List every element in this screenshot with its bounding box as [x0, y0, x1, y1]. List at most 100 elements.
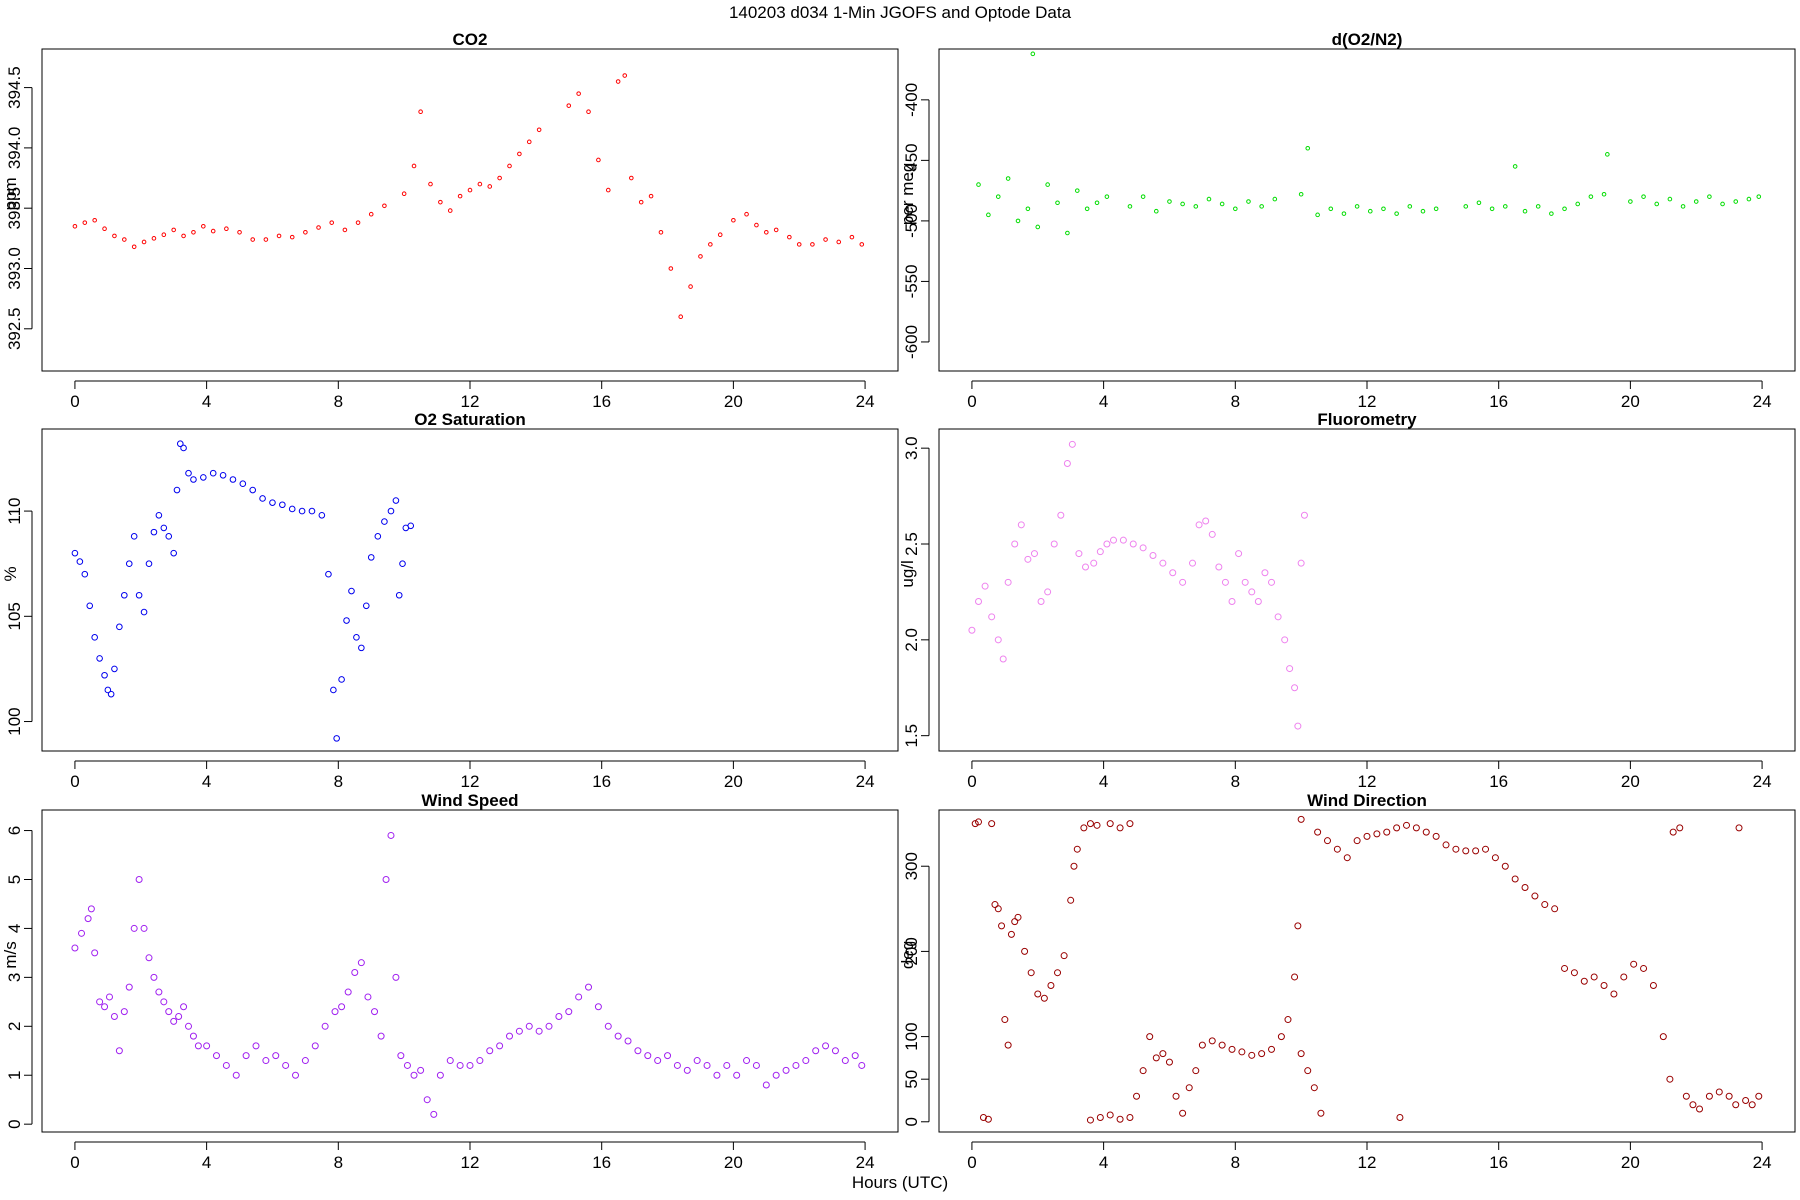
do2n2-data-point	[1104, 194, 1110, 199]
fluorometry-x-tick-label: 8	[1231, 772, 1240, 791]
wind-direction-data-point	[1689, 1101, 1697, 1109]
wind-direction-data-point	[1725, 1092, 1733, 1100]
wind-speed-data-point	[466, 1061, 474, 1069]
o2-saturation-data-point	[298, 507, 306, 515]
o2-saturation-data-point	[160, 524, 168, 532]
fluorometry-data-point	[1281, 636, 1289, 644]
o2-saturation-data-point	[155, 511, 163, 519]
co2-data-point	[382, 203, 387, 209]
wind-direction-data-point	[1310, 1084, 1318, 1092]
wind-speed-data-point	[382, 875, 390, 883]
fluorometry-y-tick-label: 2.0	[902, 628, 921, 652]
wind-direction-data-point	[1541, 901, 1549, 909]
wind-direction-x-tick-label: 0	[967, 1153, 976, 1172]
do2n2-data-point	[1535, 204, 1541, 209]
wind-direction-data-point	[1159, 1050, 1167, 1058]
wind-speed-data-point	[84, 915, 92, 923]
wind-speed-y-tick-label: 0	[5, 1119, 24, 1128]
wind-speed-data-point	[232, 1071, 240, 1079]
wind-speed-data-point	[851, 1052, 859, 1060]
co2-data-point	[517, 151, 522, 157]
fluorometry-data-point	[1208, 530, 1216, 538]
do2n2-data-point	[1354, 204, 1360, 209]
wind-direction-data-point	[979, 1114, 987, 1122]
co2-data-point	[596, 157, 601, 163]
wind-speed-data-point	[120, 1008, 128, 1016]
do2n2-x-tick-label: 24	[1753, 392, 1772, 411]
wind-speed-data-point	[212, 1052, 220, 1060]
wind-speed-data-point	[78, 929, 86, 937]
wind-speed-data-point	[456, 1061, 464, 1069]
fluorometry-x-tick-label: 16	[1489, 772, 1508, 791]
wind-direction-data-point	[1590, 973, 1598, 981]
wind-direction-data-point	[1139, 1067, 1147, 1075]
wind-speed-data-point	[155, 988, 163, 996]
o2-saturation-data-point	[367, 554, 375, 561]
o2-saturation-x-tick-label: 12	[461, 772, 480, 791]
wind-direction-data-point	[1620, 973, 1628, 981]
wind-speed-data-point	[624, 1037, 632, 1045]
wind-speed-data-point	[506, 1032, 514, 1040]
wind-speed-data-point	[525, 1022, 533, 1030]
fluorometry-data-point	[975, 598, 983, 605]
wind-speed-data-point	[752, 1061, 760, 1069]
do2n2-title: d(O2/N2)	[1332, 30, 1403, 49]
co2-data-point	[250, 237, 256, 242]
do2n2-data-point	[1055, 200, 1060, 206]
fluorometry-data-point	[988, 613, 996, 621]
wind-direction-data-point	[1482, 845, 1490, 853]
do2n2-data-point	[1180, 201, 1185, 207]
co2-data-point	[688, 284, 693, 289]
fluorometry-data-point	[1189, 559, 1197, 567]
do2n2-data-point	[1259, 204, 1264, 209]
co2-data-point	[237, 230, 242, 235]
co2-data-point	[615, 79, 621, 84]
wind-direction-data-point	[1228, 1045, 1236, 1053]
co2-y-tick-label: 393.5	[5, 187, 24, 230]
wind-direction-data-point	[1521, 884, 1529, 892]
fluorometry-data-point	[1300, 511, 1308, 519]
do2n2-data-point	[1522, 208, 1528, 214]
wind-direction-data-point	[1040, 994, 1048, 1002]
wind-speed-data-point	[410, 1071, 418, 1079]
wind-speed-data-point	[135, 875, 143, 883]
wind-speed-data-point	[87, 905, 95, 913]
do2n2-x-tick-label: 20	[1621, 392, 1640, 411]
wind-direction-data-point	[1291, 973, 1299, 981]
wind-speed-data-point	[822, 1042, 830, 1050]
o2-saturation-data-point	[150, 528, 158, 536]
co2-data-point	[648, 193, 654, 199]
o2-saturation-data-point	[308, 507, 316, 515]
wind-direction-x-tick-label: 4	[1099, 1153, 1108, 1172]
wind-speed-x-tick-label: 16	[592, 1153, 611, 1172]
do2n2-data-point	[1084, 206, 1090, 212]
o2-saturation-data-point	[381, 518, 388, 525]
wind-speed-data-point	[585, 983, 593, 991]
wind-speed-data-point	[417, 1066, 425, 1074]
o2-saturation-data-point	[180, 444, 187, 452]
fluorometry-data-point	[1241, 578, 1249, 586]
co2-data-point	[836, 239, 842, 245]
wind-speed-data-point	[242, 1052, 250, 1060]
wind-speed-y-tick-label: 4	[5, 924, 24, 933]
wind-direction-data-point	[1073, 845, 1081, 853]
fluorometry-data-point	[1291, 684, 1299, 692]
wind-speed-title: Wind Speed	[421, 791, 518, 810]
wind-direction-data-point	[971, 820, 979, 828]
o2-saturation-series	[71, 440, 415, 742]
fluorometry-x-tick-label: 24	[1753, 772, 1772, 791]
o2-saturation-data-point	[358, 644, 365, 652]
wind-speed-data-point	[301, 1057, 309, 1065]
fluorometry-y-axis-label: ug/l	[898, 560, 917, 587]
wind-speed-data-point	[194, 1042, 202, 1050]
do2n2-data-point	[995, 194, 1001, 199]
do2n2-data-point	[1206, 196, 1212, 202]
wind-speed-data-point	[397, 1052, 405, 1060]
fluorometry-data-point	[1169, 569, 1177, 577]
do2n2-data-point	[1305, 145, 1311, 151]
do2n2-y-tick-label: -550	[902, 264, 921, 298]
wind-direction-data-point	[1561, 964, 1569, 972]
fluorometry-x-tick-label: 12	[1358, 772, 1377, 791]
co2-data-point	[210, 228, 216, 234]
wind-direction-data-point	[1649, 981, 1657, 989]
